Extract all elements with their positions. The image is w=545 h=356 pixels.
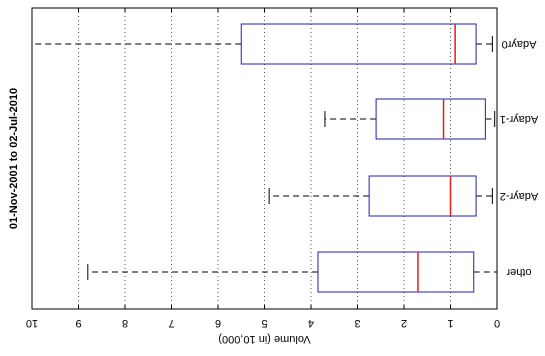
category-label: Adayr0 <box>502 38 537 50</box>
box-group-adayr0 <box>31 23 493 65</box>
x-tick-label: 7 <box>168 317 174 329</box>
x-tick-label: 4 <box>308 317 314 329</box>
category-label: Adayr-2 <box>500 190 539 202</box>
x-tick-label: 1 <box>447 317 453 329</box>
x-tick-label: 3 <box>354 317 360 329</box>
iqr-box <box>240 23 477 65</box>
box-group-other <box>87 251 498 293</box>
box-group-adayr2 <box>268 175 493 217</box>
x-tick-label: 0 <box>494 317 500 329</box>
plot-layer: 0 1 2 3 4 5 6 7 8 9 10 other Adayr-2 Adayr-1 Adayr0 Vol… <box>8 7 539 345</box>
iqr-box <box>368 175 477 217</box>
x-tick-label: 2 <box>401 317 407 329</box>
x-tick-label: 5 <box>261 317 267 329</box>
iqr-box <box>375 98 486 140</box>
category-label: other <box>506 266 531 278</box>
chart-title: 01-Nov-2001 to 02-Jul-2010 <box>8 88 20 229</box>
x-tick-label: 8 <box>122 317 128 329</box>
plot-frame <box>31 7 498 310</box>
x-tick-label: 9 <box>75 317 81 329</box>
x-tick-label: 6 <box>215 317 221 329</box>
iqr-box <box>317 251 475 293</box>
x-tick-label: 10 <box>26 317 38 329</box>
x-axis-title: Volume (in 10,000) <box>218 333 310 345</box>
box-group-adayr1 <box>324 98 496 140</box>
category-label: Adayr-1 <box>500 113 539 125</box>
